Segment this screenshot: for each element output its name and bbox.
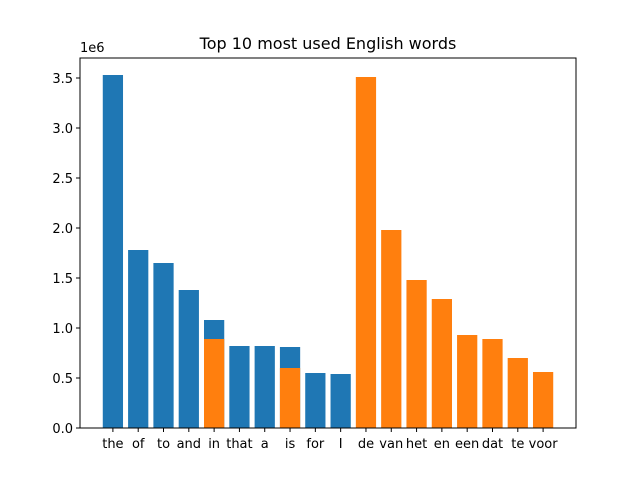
x-tick-label: and: [177, 437, 201, 452]
bar: [507, 358, 528, 428]
x-tick-label: for: [306, 437, 325, 452]
bar: [305, 373, 326, 428]
y-tick-label: 1.5: [52, 272, 73, 287]
bar: [532, 372, 554, 428]
bar: [381, 230, 402, 428]
y-tick-label: 1.0: [52, 322, 73, 337]
bar: [229, 346, 250, 428]
bar: [254, 346, 275, 428]
x-tick-label: the: [102, 437, 123, 452]
x-tick-label: voor: [529, 437, 559, 452]
x-tick-label: te: [511, 437, 524, 452]
x-tick-label: het: [406, 437, 427, 452]
bar: [204, 339, 225, 428]
bar: [431, 299, 452, 428]
bar: [153, 263, 174, 428]
x-tick-label: of: [132, 437, 145, 452]
x-tick-label: een: [455, 437, 479, 452]
x-tick-label: I: [339, 437, 343, 452]
x-tick-label: dat: [482, 437, 503, 452]
y-tick-label: 3.5: [52, 72, 73, 87]
x-tick-label: de: [358, 437, 374, 452]
chart-title: Top 10 most used English words: [199, 34, 457, 53]
bar: [330, 374, 351, 428]
bar: [178, 290, 199, 428]
x-tick-label: in: [208, 437, 220, 452]
x-tick-label: en: [434, 437, 450, 452]
y-tick-label: 2.5: [52, 172, 73, 187]
x-tick-label: to: [157, 437, 170, 452]
x-tick-label: that: [226, 437, 252, 452]
bar: [102, 75, 124, 428]
y-tick-label: 0.5: [52, 372, 73, 387]
y-offset-label: 1e6: [80, 41, 105, 56]
plot-frame: [79, 57, 577, 429]
bar: [355, 77, 377, 428]
bar: [482, 339, 503, 428]
bar: [279, 368, 301, 428]
x-tick-label: a: [261, 437, 269, 452]
y-tick-label: 3.0: [52, 122, 73, 137]
bar: [128, 250, 149, 428]
bar: [457, 335, 478, 428]
bar: [406, 280, 427, 428]
y-tick-label: 2.0: [52, 222, 73, 237]
y-tick-label: 0.0: [52, 422, 73, 437]
x-tick-label: is: [285, 437, 296, 452]
x-tick-label: van: [379, 437, 403, 452]
